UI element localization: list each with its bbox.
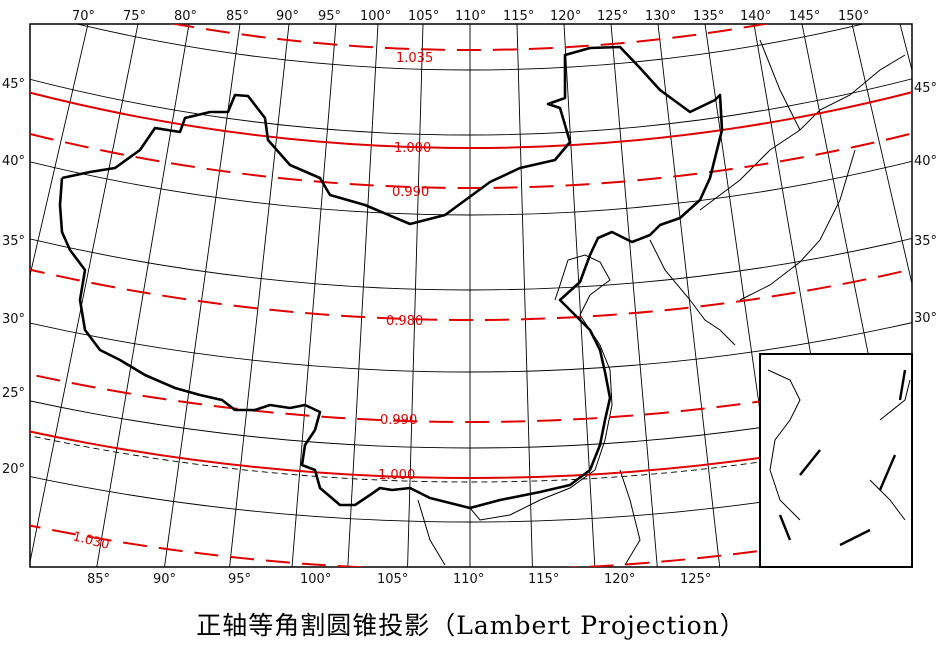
top-longitude-labels: 70° 75° 80° 85° 90° 95° 100° 105° 110° 1… [72, 9, 869, 24]
lat-label: 40° [914, 154, 937, 169]
coastline-path [759, 39, 801, 131]
coastline-path [619, 469, 641, 566]
lon-label: 115° [503, 9, 534, 24]
lat-label: 25° [2, 386, 25, 401]
lon-label: 145° [789, 9, 820, 24]
lon-label: 105° [377, 572, 408, 587]
lon-label: 140° [740, 9, 771, 24]
meridian-line [347, 24, 379, 567]
coastline-path [469, 254, 613, 521]
lat-label: 35° [2, 234, 25, 249]
isoline-label: 0.990 [392, 185, 429, 200]
isoline-label: 1.000 [394, 141, 431, 156]
isoline [30, 372, 912, 423]
map-caption: 正轴等角割圆锥投影（Lambert Projection） [196, 611, 746, 640]
lat-label: 40° [2, 154, 25, 169]
south-china-sea-inset [759, 353, 913, 568]
left-latitude-labels: 45° 40° 35° 30° 25° 20° [2, 77, 25, 477]
coastline-path [699, 54, 906, 211]
lon-label: 70° [72, 9, 95, 24]
meridian-line [96, 24, 190, 567]
lon-label: 85° [87, 572, 110, 587]
meridian-line [164, 24, 241, 567]
meridian-line [30, 24, 89, 278]
isoline [30, 131, 912, 189]
isoline [30, 90, 912, 149]
lon-label: 95° [228, 572, 251, 587]
lon-label: 85° [226, 9, 249, 24]
coastline-path [739, 149, 856, 301]
inset-coastline [869, 379, 911, 521]
lat-label: 45° [2, 77, 25, 92]
map-frame [29, 23, 913, 568]
lon-label: 110° [453, 572, 484, 587]
lon-label: 75° [123, 9, 146, 24]
lon-label: 80° [174, 9, 197, 24]
parallel-line [30, 237, 912, 290]
inset-dashed-boundary [778, 369, 907, 547]
isoline-label: 1.035 [396, 51, 433, 66]
meridian-line [610, 24, 658, 567]
isoline [30, 267, 912, 321]
bottom-longitude-labels: 85° 90° 95° 100° 105° 110° 115° 120° 125… [87, 572, 711, 587]
meridian-line [291, 24, 337, 567]
coastline [417, 39, 906, 566]
coastline-path [417, 499, 446, 566]
lat-label: 30° [914, 311, 937, 326]
lon-label: 125° [597, 9, 628, 24]
isoline-label: 1.030 [71, 529, 111, 553]
meridian-line [229, 24, 290, 567]
meridian-line [851, 24, 912, 286]
lon-label: 95° [318, 9, 341, 24]
isoline-label: 0.980 [386, 314, 423, 329]
isoline-labels: 1.035 1.000 0.990 0.980 0.990 1.000 1.03… [71, 51, 433, 553]
inset-content [767, 369, 911, 547]
isoline-label: 1.000 [378, 468, 415, 483]
parallel-line [30, 322, 912, 372]
lat-label: 20° [2, 462, 25, 477]
lon-label: 130° [645, 9, 676, 24]
meridian-line [407, 24, 424, 567]
lon-label: 120° [550, 9, 581, 24]
lat-label: 45° [914, 81, 937, 96]
lon-label: 90° [276, 9, 299, 24]
isoline-label: 0.990 [380, 413, 417, 428]
scale-isolines [30, 24, 912, 567]
lon-label: 110° [455, 9, 486, 24]
coastline-path [649, 239, 736, 346]
china-boundary-line [58, 45, 724, 510]
isoline [171, 24, 769, 51]
lambert-projection-map: 70° 75° 80° 85° 90° 95° 100° 105° 110° 1… [2, 9, 937, 587]
lon-label: 105° [408, 9, 439, 24]
meridian-line [563, 24, 596, 567]
lon-label: 135° [693, 9, 724, 24]
meridian-line [30, 24, 139, 565]
meridian-line [657, 24, 721, 567]
lon-label: 150° [838, 9, 869, 24]
lon-label: 100° [360, 9, 391, 24]
lon-label: 90° [153, 572, 176, 587]
national-boundary [58, 45, 724, 510]
lon-label: 100° [300, 572, 331, 587]
meridian-line [516, 24, 533, 567]
parallel-line [30, 160, 912, 215]
lat-label: 30° [2, 312, 25, 327]
lon-label: 120° [604, 572, 635, 587]
inset-coastline [767, 369, 801, 521]
lat-label: 35° [914, 234, 937, 249]
lon-label: 125° [680, 572, 711, 587]
isoline [30, 429, 912, 479]
lon-label: 115° [528, 572, 559, 587]
right-latitude-labels: 45° 40° 35° 30° [914, 81, 937, 326]
